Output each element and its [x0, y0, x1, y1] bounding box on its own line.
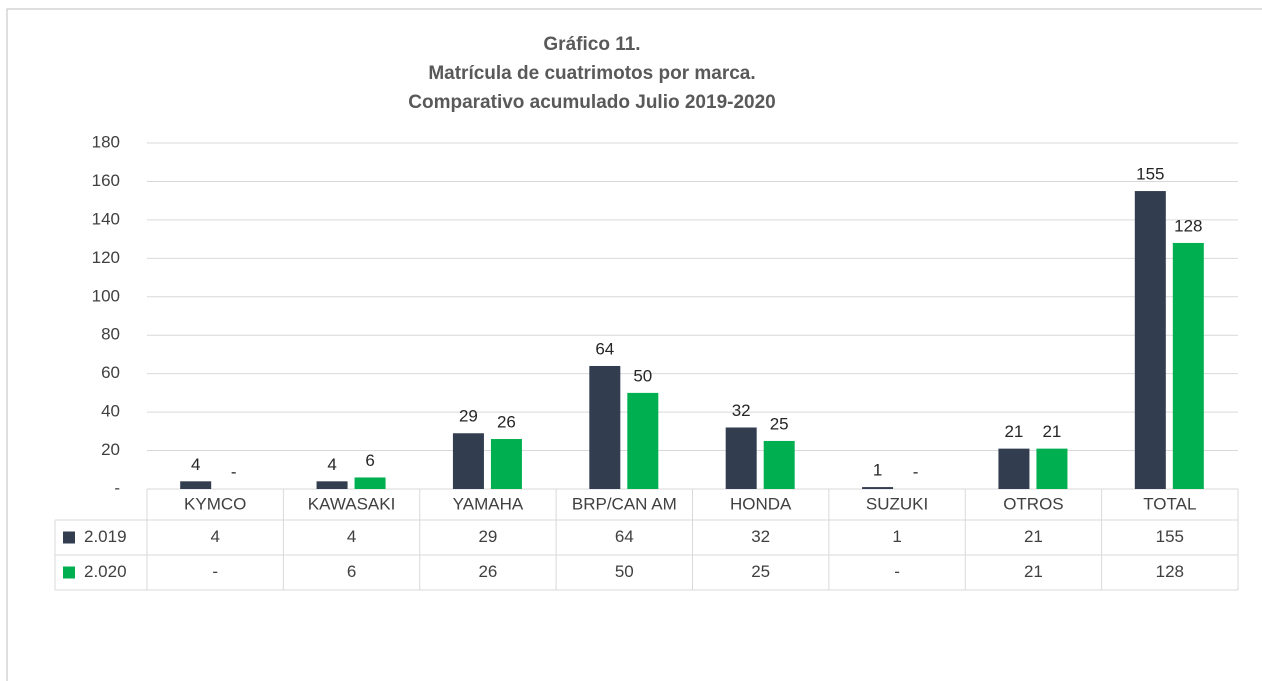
x-tick-label: HONDA: [730, 494, 792, 513]
x-tick-label: KYMCO: [184, 494, 246, 513]
data-label: 50: [633, 366, 652, 385]
chart-frame: [6, 8, 1262, 681]
table-cell: 21: [1024, 562, 1043, 581]
x-tick-label: KAWASAKI: [308, 494, 396, 513]
x-tick-label: OTROS: [1003, 494, 1063, 513]
bar: [862, 487, 894, 489]
table-cell: -: [894, 562, 900, 581]
legend-label: 2.019: [84, 527, 127, 546]
bar: [180, 481, 212, 489]
bar: [354, 477, 386, 489]
bar: [589, 365, 621, 489]
bar: [1134, 191, 1166, 490]
bar: [1172, 242, 1204, 489]
bar: [1036, 448, 1068, 489]
table-cell: 155: [1156, 527, 1184, 546]
x-tick-label: BRP/CAN AM: [572, 494, 677, 513]
table-cell: 1: [892, 527, 901, 546]
legend-swatch: [63, 531, 75, 544]
data-label: 21: [1042, 422, 1061, 441]
table-cell: 4: [210, 527, 219, 546]
table-cell: -: [212, 562, 218, 581]
chart-title: Gráfico 11.: [543, 34, 640, 55]
data-label: 4: [327, 455, 336, 474]
table-cell: 4: [347, 527, 356, 546]
y-tick-label: -: [114, 478, 120, 497]
y-tick-label: 40: [101, 402, 120, 421]
data-label: 64: [595, 339, 614, 358]
y-tick-label: 160: [92, 171, 120, 190]
y-tick-label: 140: [92, 209, 120, 228]
y-tick-label: 60: [101, 363, 120, 382]
bar: [490, 439, 522, 489]
bar: [725, 427, 757, 489]
data-label: 21: [1004, 422, 1023, 441]
data-label: -: [231, 462, 237, 481]
table-cell: 21: [1024, 527, 1043, 546]
data-label: 29: [459, 407, 478, 426]
table-cell: 26: [478, 562, 497, 581]
y-tick-label: 20: [101, 440, 120, 459]
bar: [627, 392, 659, 489]
table-cell: 32: [751, 527, 770, 546]
table-cell: 128: [1156, 562, 1184, 581]
y-tick-label: 120: [92, 248, 120, 267]
table-cell: 29: [478, 527, 497, 546]
chart-subtitle: Matrícula de cuatrimotos por marca.: [428, 63, 755, 84]
legend-label: 2.020: [84, 562, 127, 581]
y-tick-label: 100: [92, 286, 120, 305]
bar: [763, 440, 795, 489]
data-label: 26: [497, 413, 516, 432]
y-tick-label: 180: [92, 132, 120, 151]
x-tick-label: YAMAHA: [453, 494, 524, 513]
data-label: 25: [770, 414, 789, 433]
legend-swatch: [63, 566, 75, 579]
data-label: 128: [1174, 216, 1202, 235]
x-tick-label: SUZUKI: [866, 494, 928, 513]
x-tick-label: TOTAL: [1143, 494, 1196, 513]
data-label: 6: [365, 451, 374, 470]
data-label: 1: [873, 461, 882, 480]
data-label: 155: [1136, 165, 1164, 184]
data-label: 4: [191, 455, 200, 474]
bar: [998, 448, 1030, 489]
data-label: -: [913, 462, 919, 481]
y-tick-label: 80: [101, 325, 120, 344]
data-label: 32: [732, 401, 751, 420]
table-cell: 25: [751, 562, 770, 581]
chart-subtitle: Comparativo acumulado Julio 2019-2020: [408, 92, 775, 113]
table-cell: 64: [615, 527, 634, 546]
table-cell: 50: [615, 562, 634, 581]
bar: [316, 481, 348, 489]
bar: [452, 433, 484, 489]
table-cell: 6: [347, 562, 356, 581]
